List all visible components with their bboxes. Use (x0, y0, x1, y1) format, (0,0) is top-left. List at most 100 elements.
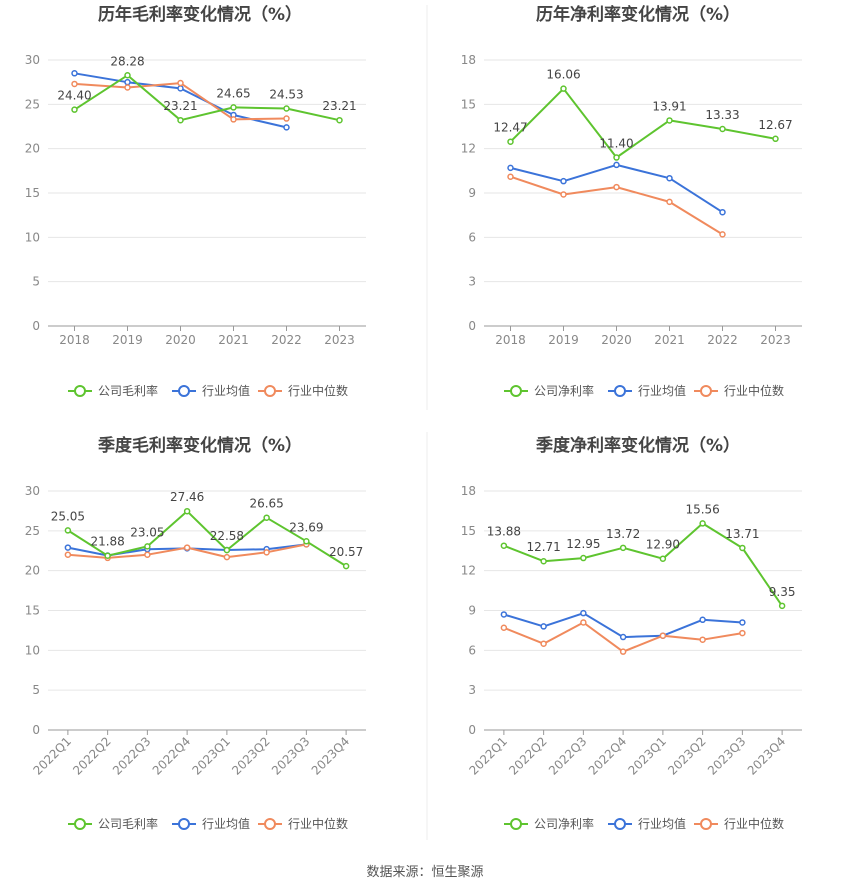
chart-0-point-median (283, 115, 290, 122)
chart-1-data-label: 13.91 (652, 99, 686, 113)
chart-2-x-tick-label: 2022Q4 (150, 734, 194, 778)
chart-0-legend-label-avg: 行业均值 (202, 383, 250, 398)
chart-1-y-tick-label: 6 (468, 230, 476, 244)
chart-2-x-tick-label: 2023Q3 (269, 734, 313, 778)
quarterly-gross-margin-chart: 季度毛利率变化情况（%）0510152025302022Q12022Q22022… (25, 435, 366, 831)
chart-3-data-label: 12.71 (526, 540, 560, 554)
chart-3-point-avg (500, 611, 508, 618)
chart-1-data-label: 16.06 (546, 68, 580, 82)
chart-0-y-tick-label: 25 (25, 97, 40, 111)
chart-0-x-tick-label: 2023 (324, 333, 355, 347)
chart-2-point-company (303, 538, 310, 545)
chart-2-series-line-company (67, 510, 347, 567)
chart-3-data-label: 13.72 (606, 527, 640, 541)
chart-3-point-company (540, 557, 547, 565)
chart-3-y-tick-label: 15 (461, 524, 476, 538)
chart-2-data-label: 22.58 (210, 529, 244, 543)
chart-3-y-tick-label: 18 (461, 484, 476, 498)
chart-3-x-tick-label: 2022Q3 (546, 734, 590, 778)
chart-3-y-tick-label: 0 (468, 723, 476, 737)
chart-0-legend-marker-company (74, 385, 86, 397)
chart-1-data-label: 12.47 (493, 121, 527, 135)
chart-2-data-label: 23.05 (130, 525, 164, 539)
chart-0-point-avg (177, 85, 184, 92)
chart-2-legend-label-avg: 行业均值 (202, 816, 250, 831)
chart-3-data-label: 15.56 (685, 502, 719, 516)
chart-2-y-tick-label: 25 (25, 524, 40, 538)
chart-1-y-tick-label: 15 (461, 97, 476, 111)
chart-3-y-tick-label: 6 (468, 643, 476, 657)
chart-2-y-tick-label: 30 (25, 484, 40, 498)
chart-1-point-company (560, 85, 567, 92)
chart-3-point-median (739, 629, 746, 637)
chart-1-data-label: 11.40 (599, 137, 633, 151)
chart-2-y-tick-label: 10 (25, 643, 40, 657)
chart-1-point-avg (613, 161, 620, 169)
chart-2-data-label: 23.69 (289, 520, 323, 534)
chart-1-legend-label-median: 行业中位数 (724, 383, 784, 398)
chart-3-y-tick-label: 9 (468, 604, 476, 618)
chart-0-point-company (283, 105, 290, 112)
chart-3-point-median (500, 624, 508, 632)
chart-0-legend-label-median: 行业中位数 (288, 383, 348, 398)
chart-3-series-line-avg (503, 612, 743, 639)
chart-0-data-label: 23.21 (322, 99, 356, 113)
chart-3-y-tick-label: 12 (461, 564, 476, 578)
chart-0-data-label: 24.65 (216, 86, 250, 100)
chart-3-legend-marker-company (510, 818, 522, 830)
chart-1-legend-label-avg: 行业均值 (638, 383, 686, 398)
chart-3-legend-label-company: 公司净利率 (534, 816, 594, 831)
chart-3-title: 季度净利率变化情况（%） (536, 435, 740, 456)
chart-2-legend-label-median: 行业中位数 (288, 816, 348, 831)
data-source: 数据来源：恒生聚源 (366, 865, 483, 880)
chart-2-point-company (104, 552, 111, 559)
chart-3-series-line-company (503, 522, 783, 607)
chart-1-point-median (560, 191, 567, 198)
chart-1-point-median (666, 198, 673, 206)
chart-3-point-company (699, 520, 706, 527)
chart-3-point-company (659, 555, 667, 562)
chart-2-legend-label-company: 公司毛利率 (98, 816, 158, 831)
chart-0-point-median (124, 84, 131, 91)
chart-2-point-median (144, 551, 151, 558)
chart-0-y-tick-label: 30 (25, 53, 40, 67)
chart-2-point-company (223, 546, 231, 554)
chart-1-y-tick-label: 9 (468, 186, 476, 200)
chart-3-legend-label-avg: 行业均值 (638, 816, 686, 831)
chart-0-y-tick-label: 15 (25, 186, 40, 200)
chart-3-point-company (619, 544, 627, 552)
chart-1-point-company (666, 117, 673, 124)
chart-0-y-tick-label: 5 (32, 275, 40, 289)
chart-2-x-tick-label: 2023Q4 (309, 734, 353, 778)
chart-3-point-median (659, 632, 667, 639)
chart-2-x-tick-label: 2023Q1 (189, 734, 233, 778)
chart-3-x-tick-label: 2022Q1 (466, 734, 510, 778)
chart-1-x-tick-label: 2023 (760, 333, 791, 347)
quarterly-net-margin-chart: 季度净利率变化情况（%） 0 3 6 9 12 15 18 2022Q12022Q22022Q3… (461, 435, 802, 831)
chart-3-data-label: 12.90 (646, 538, 680, 552)
chart-2-data-label: 20.57 (329, 545, 363, 559)
chart-1-x-tick-label: 2022 (707, 333, 738, 347)
chart-3-point-avg (739, 619, 746, 626)
chart-1-x-tick-label: 2019 (548, 333, 579, 347)
chart-3-x-tick-label: 2023Q1 (625, 734, 669, 778)
chart-0-legend-marker-avg (178, 385, 190, 397)
chart-0-data-label: 28.28 (110, 54, 144, 68)
chart-2-data-label: 25.05 (51, 509, 85, 523)
chart-1-data-label: 12.67 (758, 118, 792, 132)
chart-0-x-tick-label: 2022 (271, 333, 302, 347)
chart-2-x-tick-label: 2022Q2 (70, 734, 114, 778)
chart-1-series-line-company (509, 87, 776, 159)
chart-3-point-avg (540, 623, 547, 630)
chart-3-x-tick-label: 2022Q4 (586, 734, 630, 778)
chart-0-x-tick-label: 2020 (165, 333, 196, 347)
chart-3-point-median (540, 640, 547, 647)
chart-0-point-median (177, 79, 184, 87)
chart-3-legend-marker-median (700, 818, 712, 830)
chart-0-point-company (230, 104, 237, 111)
chart-2-point-median (223, 553, 231, 561)
chart-0-data-label: 24.40 (57, 89, 91, 103)
chart-1-y-tick-label: 18 (461, 53, 476, 67)
chart-1-point-avg (719, 208, 726, 216)
